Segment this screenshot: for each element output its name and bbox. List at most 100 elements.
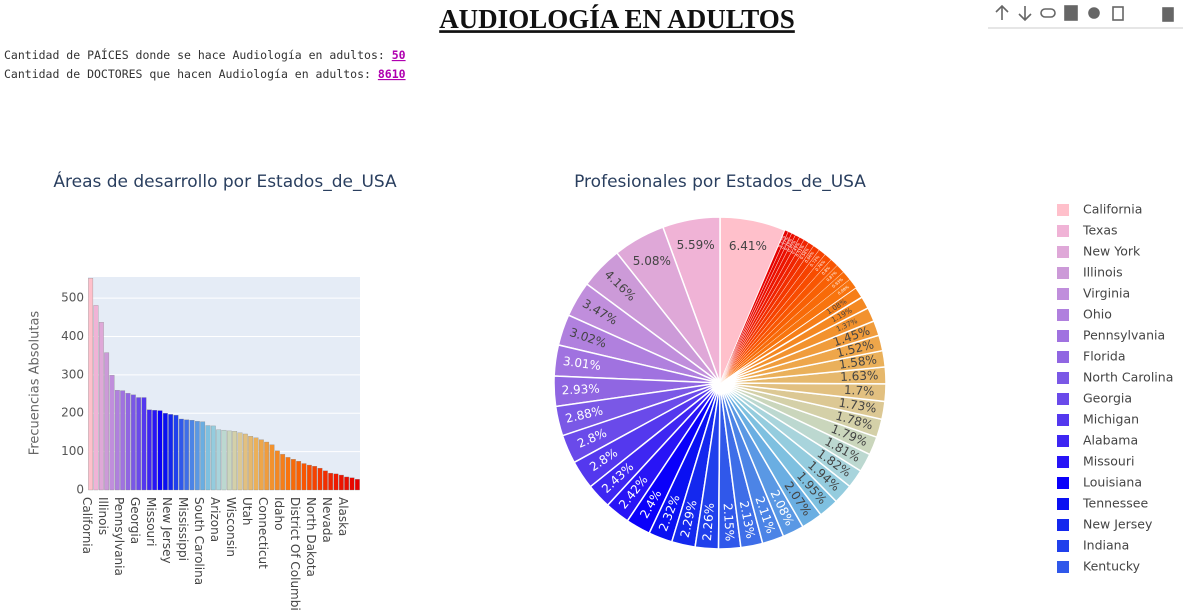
move-down-button[interactable] bbox=[1018, 6, 1032, 22]
bar bbox=[258, 439, 264, 491]
x-tick-label: Mississippi bbox=[176, 497, 190, 561]
bar bbox=[178, 418, 184, 491]
legend-swatch bbox=[1057, 519, 1069, 531]
legend-swatch bbox=[1057, 204, 1069, 216]
legend-label: Pennsylvania bbox=[1083, 328, 1165, 343]
bar bbox=[269, 444, 275, 491]
x-tick-label: Utah bbox=[240, 497, 254, 525]
slice-label: 0.66% bbox=[804, 250, 816, 263]
info-line: Cantidad de PAÍCES donde se hace Audiolo… bbox=[4, 47, 406, 62]
slice-label: 0.39% bbox=[783, 237, 793, 251]
bar bbox=[98, 322, 104, 491]
bar bbox=[173, 415, 179, 491]
pie-slice bbox=[719, 230, 789, 384]
x-tick-label: North Dakota bbox=[304, 497, 318, 577]
legend-swatch bbox=[1057, 330, 1069, 342]
info-label: Cantidad de DOCTORES que hacen Audiologí… bbox=[4, 67, 378, 81]
slice-label: 5.08% bbox=[633, 254, 671, 268]
settings-button[interactable] bbox=[1088, 7, 1100, 19]
legend-swatch bbox=[1057, 372, 1069, 384]
y-tick-label: 500 bbox=[61, 291, 84, 305]
bar bbox=[344, 476, 350, 491]
bar bbox=[93, 305, 99, 491]
bar bbox=[210, 425, 216, 491]
delete-button[interactable] bbox=[1162, 7, 1174, 22]
x-tick-label: Alaska bbox=[336, 497, 350, 536]
info-value: 8610 bbox=[378, 67, 406, 81]
slice-label: 0.58% bbox=[799, 247, 810, 261]
x-tick-label: Idaho bbox=[272, 497, 286, 530]
x-tick-label: Pennsylvania bbox=[112, 497, 126, 576]
link-button[interactable] bbox=[1040, 8, 1056, 18]
slice-label: 1.7% bbox=[844, 383, 875, 399]
legend-label: Texas bbox=[1082, 223, 1118, 238]
slice-label: 0.99% bbox=[837, 284, 850, 296]
bar bbox=[333, 473, 339, 491]
legend-label: Louisiana bbox=[1083, 475, 1142, 490]
legend-label: Virginia bbox=[1083, 286, 1130, 301]
bar bbox=[264, 441, 270, 491]
bar bbox=[354, 479, 360, 491]
legend-label: California bbox=[1083, 202, 1142, 217]
bar bbox=[216, 429, 222, 491]
x-tick-label: New Jersey bbox=[160, 497, 174, 564]
x-tick-label: Missouri bbox=[144, 497, 158, 546]
legend-label: Alabama bbox=[1083, 433, 1138, 448]
slice-label: 5.59% bbox=[677, 238, 715, 252]
y-tick-label: 200 bbox=[61, 406, 84, 420]
bar bbox=[248, 436, 254, 491]
copy-button[interactable] bbox=[1112, 6, 1124, 21]
bar bbox=[237, 432, 243, 491]
bar bbox=[146, 409, 152, 491]
slice-label: 0.51% bbox=[794, 244, 805, 258]
bar bbox=[317, 467, 323, 491]
bar bbox=[306, 464, 312, 491]
bar bbox=[349, 477, 355, 491]
bar bbox=[184, 419, 190, 491]
slice-label: 6.41% bbox=[729, 239, 767, 253]
toolbar bbox=[988, 4, 1183, 29]
bar bbox=[114, 390, 120, 491]
x-tick-label: District Of Columbia bbox=[288, 497, 302, 610]
y-tick-label: 100 bbox=[61, 444, 84, 458]
bar bbox=[120, 390, 126, 491]
bar bbox=[322, 470, 328, 491]
legend-swatch bbox=[1057, 456, 1069, 468]
bar bbox=[274, 450, 280, 491]
legend-swatch bbox=[1057, 498, 1069, 510]
x-tick-label: Nevada bbox=[320, 497, 334, 543]
slice-label: 0.72% bbox=[809, 254, 821, 267]
slice-label: 2.15% bbox=[721, 503, 737, 542]
x-tick-label: California bbox=[80, 497, 94, 554]
legend-label: New York bbox=[1083, 244, 1141, 259]
x-tick-label: Georgia bbox=[128, 497, 142, 544]
slice-label: 2.93% bbox=[561, 382, 600, 398]
x-tick-label: Wisconsin bbox=[224, 497, 238, 557]
bar bbox=[221, 429, 227, 491]
x-tick-label: Connecticut bbox=[256, 497, 270, 569]
x-tick-label: Arizona bbox=[208, 497, 222, 542]
bar bbox=[312, 466, 318, 491]
comment-button[interactable] bbox=[1064, 5, 1078, 21]
legend-swatch bbox=[1057, 540, 1069, 552]
bar bbox=[296, 461, 302, 491]
bar bbox=[162, 413, 168, 491]
bar bbox=[200, 421, 206, 491]
page-title: AUDIOLOGÍA EN ADULTOS bbox=[439, 4, 795, 34]
bar bbox=[168, 414, 174, 491]
legend-label: Florida bbox=[1083, 349, 1126, 364]
legend-label: Georgia bbox=[1083, 391, 1132, 406]
bar bbox=[290, 459, 296, 491]
bar bbox=[226, 430, 232, 491]
slice-label: 0.37% bbox=[780, 236, 790, 250]
bar bbox=[194, 421, 200, 491]
bar bbox=[157, 410, 163, 491]
bar bbox=[205, 425, 211, 491]
legend-label: Indiana bbox=[1083, 538, 1129, 553]
move-up-button[interactable] bbox=[995, 4, 1009, 20]
y-tick-label: 400 bbox=[61, 329, 84, 343]
chart-title: Profesionales por Estados_de_USA bbox=[574, 172, 866, 192]
slice-label: 0.45% bbox=[786, 239, 796, 253]
y-axis-label: Frecuencias Absolutas bbox=[28, 311, 43, 456]
